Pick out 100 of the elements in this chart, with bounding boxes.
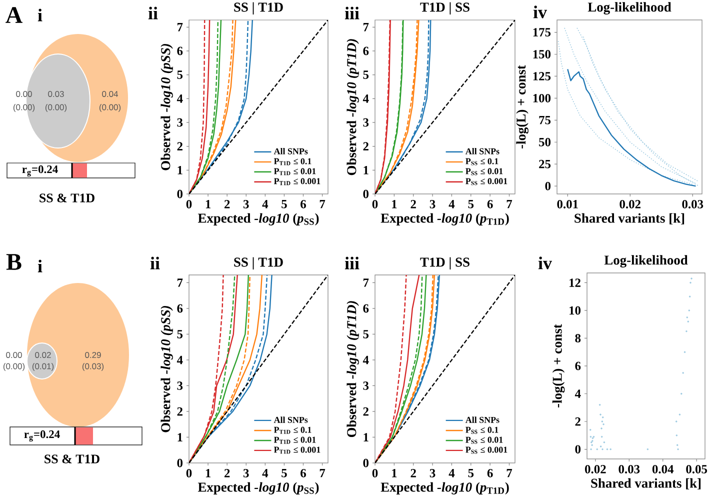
text: SS & T1D: [40, 194, 94, 202]
y-tick-label: 7: [363, 23, 369, 32]
text: 0.29: [85, 352, 101, 358]
x-tick-label: 2: [224, 468, 230, 478]
x-tick-label: 2: [410, 468, 416, 478]
y-axis-title: Observed -log10 (pSS): [160, 44, 173, 170]
legend-label: P$_{T1D}$ ≤ 0.001: [274, 446, 320, 454]
legend-label: P$_{SS}$ ≤ 0.001: [466, 178, 508, 186]
x-tick-label: 0.03: [618, 464, 640, 474]
x-axis-title: Shared variants [k]: [591, 478, 701, 490]
y-tick-label: 2: [177, 407, 182, 416]
x-tick-label: 1: [206, 200, 211, 208]
x-axis-title: Expected -log10 (p$_{SS}$): [198, 482, 319, 494]
chart-title: T1D | SS: [420, 2, 470, 14]
y-tick-label: 1: [178, 433, 182, 442]
x-tick-label: 3: [243, 468, 249, 478]
legend-label: All SNPs: [274, 416, 308, 423]
x-tick-label: 1: [392, 200, 397, 208]
legend-label: P$_{T1D}$ ≤ 0.1: [274, 158, 312, 166]
x-axis-title: Shared variants [k]: [574, 213, 684, 224]
text: ii: [148, 6, 158, 20]
y-tick-label: 6: [363, 304, 369, 313]
x-axis-title: Expected -log10 (p$_{T1D}$): [380, 213, 509, 226]
text: 0.00: [6, 352, 22, 358]
x-tick-label: 0.04: [652, 464, 674, 474]
legend-label: All SNPs: [466, 148, 500, 154]
text: iv: [533, 6, 547, 18]
x-tick-label: 0.05: [686, 464, 708, 474]
text: 0.00: [16, 91, 32, 97]
y-axis-title: -log(L) + const: [552, 324, 565, 408]
legend-label: All SNPs: [466, 416, 500, 423]
x-tick-label: 4: [262, 468, 268, 478]
x-tick-label: 5: [282, 200, 287, 208]
text: (0.00): [45, 104, 67, 112]
x-tick-label: 6: [300, 200, 306, 208]
text: (0.03): [82, 363, 104, 371]
x-tick-label: 3: [243, 200, 249, 208]
chart-title: T1D | SS: [420, 257, 470, 270]
y-tick-label: 25: [539, 160, 551, 168]
y-tick-label: 0: [575, 445, 581, 454]
x-tick-label: 7: [320, 200, 326, 208]
x-tick-label: 7: [506, 468, 512, 478]
text: iii: [344, 256, 360, 270]
y-tick-label: 6: [177, 304, 183, 313]
y-axis-title: Observed -log10 (pT1D): [346, 39, 359, 176]
chart-title: Log-likelihood: [604, 255, 688, 268]
x-tick-label: 2: [224, 200, 230, 208]
x-tick-label: 4: [448, 468, 455, 478]
y-tick-label: 4: [574, 390, 581, 398]
y-tick-label: 3: [363, 382, 369, 390]
y-tick-label: 8: [575, 334, 581, 342]
y-tick-label: 5: [177, 330, 183, 338]
y-tick-label: 0: [177, 190, 183, 198]
y-tick-label: 1: [364, 166, 368, 174]
y-tick-label: 12: [570, 278, 580, 287]
legend-label: P$_{T1D}$ ≤ 0.1: [274, 426, 312, 434]
text: B: [6, 254, 22, 270]
text: A: [6, 7, 22, 23]
y-tick-label: 2: [177, 142, 182, 150]
text: (0.01): [32, 363, 54, 371]
chart-title: SS | T1D: [234, 257, 283, 270]
y-tick-label: 5: [363, 70, 369, 79]
y-tick-label: 6: [363, 46, 369, 56]
y-tick-label: 3: [177, 118, 183, 127]
x-tick-label: 3: [430, 468, 436, 478]
y-tick-label: 3: [363, 118, 369, 127]
legend-label: P$_{T1D}$ ≤ 0.01: [274, 436, 316, 444]
y-tick-label: 5: [177, 70, 183, 79]
chart-title: SS | T1D: [234, 2, 283, 14]
legend-label: P$_{SS}$ ≤ 0.1: [466, 426, 498, 434]
x-axis-title: Expected -log10 (p$_{SS}$): [198, 213, 319, 226]
text: 0.03: [48, 91, 64, 97]
text: iv: [538, 256, 552, 270]
x-tick-label: 0: [372, 200, 378, 208]
y-tick-label: 2: [575, 417, 580, 426]
text: i: [38, 8, 42, 22]
x-tick-label: 7: [320, 468, 326, 478]
x-tick-label: 0.02: [620, 200, 640, 208]
y-tick-label: 4: [176, 356, 183, 364]
legend-label: P$_{T1D}$ ≤ 0.001: [274, 178, 320, 186]
y-tick-label: 3: [177, 382, 183, 390]
x-tick-label: 0.03: [682, 200, 704, 208]
legend-label: P$_{SS}$ ≤ 0.1: [466, 158, 498, 166]
y-tick-label: 7: [177, 278, 183, 287]
text: 0.04: [102, 91, 118, 97]
text: 0.02: [35, 352, 51, 358]
y-tick-label: 150: [533, 50, 551, 58]
text: r$_{g}$=0.24: [24, 430, 60, 442]
x-tick-label: 7: [506, 200, 512, 208]
y-tick-label: 2: [363, 142, 368, 150]
y-tick-label: 125: [533, 72, 551, 80]
legend-label: All SNPs: [274, 148, 308, 154]
y-tick-label: 6: [575, 362, 581, 370]
y-tick-label: 75: [539, 116, 551, 124]
y-tick-label: 4: [362, 94, 369, 103]
y-tick-label: 0: [177, 458, 183, 468]
y-tick-label: 10: [570, 306, 581, 315]
y-tick-label: 0: [363, 458, 369, 468]
y-axis-title: Observed -log10 (pT1D): [346, 301, 359, 438]
x-tick-label: 5: [468, 200, 474, 208]
